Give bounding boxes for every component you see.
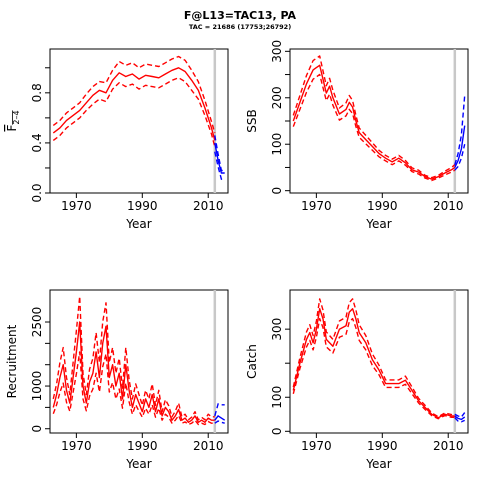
- y-tick-label: 1000: [30, 371, 44, 402]
- figure-subtitle: TAC = 21686 (17753;26792): [188, 23, 292, 31]
- panel-1: 1970 1990 2010 Year 0.0 0.4 0.8 F2–4: [5, 48, 229, 231]
- projection-estimate-line: [214, 414, 226, 421]
- y-axis-label: Catch: [245, 344, 259, 379]
- x-tick-label: 2010: [193, 439, 224, 453]
- plot-frame: [289, 289, 469, 434]
- y-tick-label: 300: [270, 40, 284, 63]
- x-axis-label: Year: [365, 217, 391, 231]
- series-lower-line: [292, 73, 456, 182]
- projection-estimate-line: [454, 415, 466, 421]
- x-tick-label: 2010: [433, 439, 464, 453]
- x-tick-label: 1990: [367, 439, 398, 453]
- series-estimate-line: [52, 67, 216, 141]
- figure-title: F@L13=TAC13, PA: [183, 9, 297, 22]
- panel-4: 1970 1990 2010 Year 0 100 300 Catch: [245, 289, 469, 471]
- y-tick-label: 0: [270, 427, 284, 435]
- projection-upper-line: [454, 412, 466, 418]
- x-tick-label: 1970: [61, 199, 92, 213]
- x-tick-label: 1970: [301, 439, 332, 453]
- y-tick-label: 300: [270, 318, 284, 341]
- plot-frame: [49, 289, 229, 434]
- y-axis-label-subscript: 2–4: [12, 110, 21, 124]
- projection-lower-line: [454, 144, 466, 171]
- series-estimate-line: [292, 64, 456, 180]
- x-axis-label: Year: [125, 217, 151, 231]
- series-upper-line: [292, 55, 456, 179]
- y-tick-label: 200: [270, 86, 284, 109]
- x-axis-label: Year: [125, 457, 151, 471]
- series-lower-line: [52, 77, 216, 147]
- x-tick-label: 1990: [367, 199, 398, 213]
- y-axis-label: F2–4: [5, 110, 21, 131]
- y-axis-label: Recruitment: [5, 324, 19, 398]
- plot-frame: [289, 48, 469, 194]
- x-tick-label: 2010: [193, 199, 224, 213]
- y-tick-label: 100: [270, 386, 284, 409]
- series-estimate-line: [292, 308, 455, 419]
- projection-lower-line: [454, 417, 465, 423]
- x-tick-label: 1990: [127, 439, 158, 453]
- series-lower-line: [52, 351, 215, 426]
- series-upper-line: [292, 298, 455, 418]
- series-upper-line: [52, 295, 215, 421]
- y-tick-label: 0: [30, 425, 44, 433]
- y-axis-label-main: F: [5, 125, 19, 132]
- x-tick-label: 1970: [301, 199, 332, 213]
- plot-frame: [49, 48, 229, 194]
- projection-upper-line: [454, 95, 466, 165]
- y-tick-label: 0: [270, 187, 284, 195]
- series-lower-line: [292, 317, 455, 420]
- y-tick-label: 0.0: [30, 183, 44, 202]
- projection-estimate-line: [454, 125, 466, 168]
- y-tick-label: 2500: [30, 307, 44, 338]
- series-upper-line: [52, 55, 216, 134]
- y-axis-label: SSB: [245, 109, 259, 132]
- series-estimate-line: [52, 321, 215, 423]
- y-tick-label: 0.4: [30, 133, 44, 152]
- y-tick-label: 0.8: [30, 83, 44, 102]
- x-tick-label: 1970: [61, 439, 92, 453]
- x-axis-label: Year: [365, 457, 391, 471]
- panel-2: 1970 1990 2010 Year 0 100 200 300 SSB: [245, 40, 469, 231]
- panel-3: 1970 1990 2010 Year 0 1000 2500 Recruitment: [5, 289, 229, 471]
- projection-estimate-line: [214, 142, 225, 174]
- projection-upper-line: [214, 403, 225, 417]
- x-tick-label: 2010: [433, 199, 464, 213]
- x-tick-label: 1990: [127, 199, 158, 213]
- projection-upper-line: [214, 135, 225, 172]
- y-tick-label: 100: [270, 133, 284, 156]
- projection-lower-line: [214, 420, 225, 424]
